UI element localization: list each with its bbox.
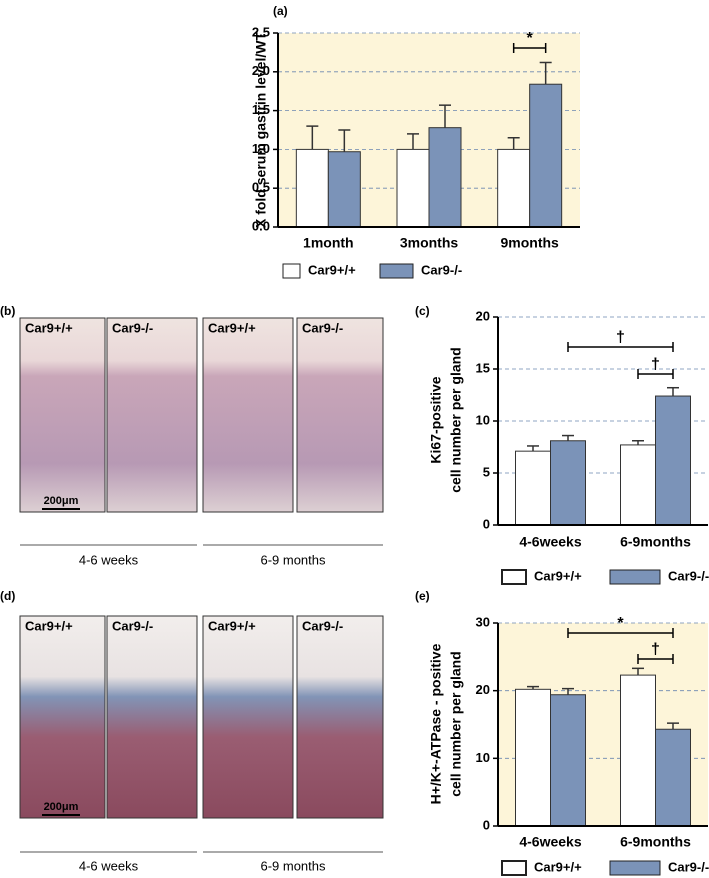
x-tick-label: 9months	[500, 235, 559, 251]
legend-label: Car9-/-	[668, 859, 709, 874]
bar	[428, 127, 462, 228]
significance-mark: †	[616, 329, 625, 346]
image-label: Car9+/+	[208, 320, 256, 335]
micrograph	[296, 317, 384, 513]
x-tick-label: 6-9months	[620, 834, 691, 850]
legend-swatch	[609, 569, 661, 585]
legend-label: Car9+/+	[308, 262, 356, 277]
panel-label: (d)	[0, 589, 15, 603]
y-tick-label: 2.5	[252, 24, 270, 39]
y-tick-label: 10	[476, 412, 490, 427]
y-tick-label: 20	[476, 308, 490, 323]
bar	[655, 395, 691, 526]
bar	[295, 148, 329, 228]
micrograph	[202, 615, 294, 819]
bar	[550, 694, 586, 827]
image-label: Car9-/-	[112, 618, 153, 633]
y-axis-label: X fold serum gastrin level/WT	[253, 32, 269, 228]
y-tick-label: 30	[476, 614, 490, 629]
image-label: Car9-/-	[302, 618, 343, 633]
micrograph	[106, 317, 198, 513]
scale-label: 200μm	[44, 495, 79, 507]
y-tick-label: 0.5	[252, 180, 270, 195]
chart-title: (a)	[273, 4, 288, 18]
y-tick-label: 2.0	[252, 63, 270, 78]
bar	[529, 83, 563, 228]
legend-label: Car9-/-	[668, 568, 709, 583]
x-tick-label: 1month	[303, 235, 354, 251]
group-label: 6-9 months	[260, 552, 326, 567]
y-tick-label: 15	[476, 360, 490, 375]
bar	[550, 440, 586, 526]
micrograph	[106, 615, 198, 819]
bar	[515, 688, 551, 827]
significance-mark: *	[617, 615, 624, 632]
x-tick-label: 4-6weeks	[519, 534, 581, 550]
legend-swatch	[379, 263, 414, 279]
image-label: Car9-/-	[112, 320, 153, 335]
legend-swatch	[501, 569, 527, 585]
x-tick-label: 4-6weeks	[519, 834, 581, 850]
y-axis-label: H+/K+-ATPase - positive	[428, 643, 444, 804]
legend-swatch	[501, 860, 527, 876]
bar	[620, 444, 656, 526]
legend-swatch	[609, 860, 661, 876]
group-label: 4-6 weeks	[79, 552, 139, 567]
panel-label: (b)	[0, 304, 15, 318]
significance-mark: †	[651, 356, 660, 373]
y-tick-label: 10	[476, 750, 490, 765]
legend-swatch	[282, 263, 301, 279]
bar	[655, 728, 691, 827]
y-tick-label: 5	[483, 464, 490, 479]
group-label: 6-9 months	[260, 858, 326, 873]
chart-title: (c)	[415, 304, 430, 318]
legend-label: Car9-/-	[421, 262, 462, 277]
bar	[497, 148, 531, 228]
bar	[515, 450, 551, 526]
y-tick-label: 0.0	[252, 218, 270, 233]
y-tick-label: 1.0	[252, 141, 270, 156]
image-label: Car9+/+	[208, 618, 256, 633]
scale-label: 200μm	[44, 801, 79, 813]
micrograph	[202, 317, 294, 513]
significance-mark: †	[651, 641, 660, 658]
bar	[620, 674, 656, 827]
micrograph	[296, 615, 384, 819]
y-tick-label: 1.5	[252, 102, 270, 117]
legend-label: Car9+/+	[534, 859, 582, 874]
image-label: Car9+/+	[25, 618, 73, 633]
y-tick-label: 20	[476, 682, 490, 697]
significance-mark: *	[527, 30, 534, 47]
y-axis-label: cell number per gland	[448, 347, 464, 492]
micrograph	[19, 317, 106, 513]
group-label: 4-6 weeks	[79, 858, 139, 873]
micrograph	[19, 615, 106, 819]
x-tick-label: 3months	[400, 235, 459, 251]
y-tick-label: 0	[483, 516, 490, 531]
y-axis-label: Ki67-positive	[428, 376, 444, 463]
y-tick-label: 0	[483, 817, 490, 832]
image-label: Car9-/-	[302, 320, 343, 335]
x-tick-label: 6-9months	[620, 534, 691, 550]
chart-title: (e)	[415, 589, 430, 603]
legend-label: Car9+/+	[534, 568, 582, 583]
bar	[327, 151, 361, 228]
y-axis-label: cell number per gland	[448, 651, 464, 796]
image-label: Car9+/+	[25, 320, 73, 335]
bar	[396, 148, 430, 228]
